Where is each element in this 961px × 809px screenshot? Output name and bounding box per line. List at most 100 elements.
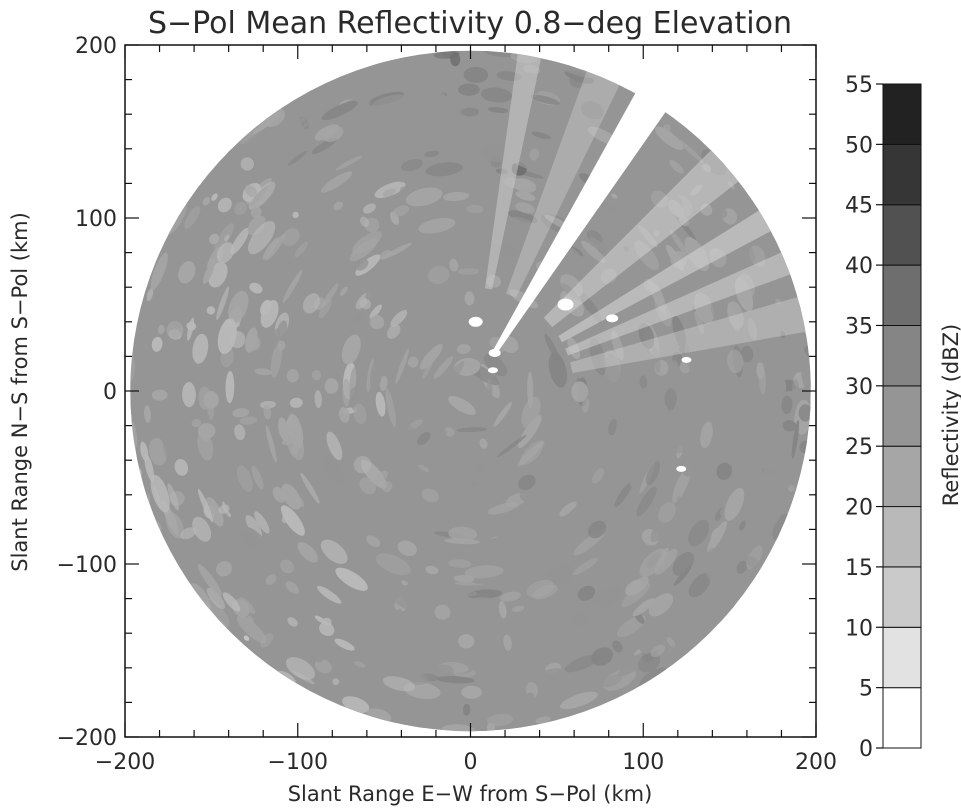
reflectivity-patch	[513, 137, 522, 153]
colorbar-segment	[882, 506, 922, 568]
reflectivity-patch	[311, 370, 322, 381]
reflectivity-patch	[418, 464, 430, 473]
reflectivity-patch	[479, 438, 488, 449]
reflectivity-patch	[385, 388, 397, 428]
reflectivity-patch	[463, 604, 502, 611]
reflectivity-patch	[629, 472, 643, 488]
reflectivity-patch	[214, 223, 234, 253]
reflectivity-patch	[225, 370, 235, 404]
reflectivity-patch	[334, 638, 355, 651]
reflectivity-patch	[392, 205, 410, 217]
reflectivity-patch	[265, 425, 277, 463]
reflectivity-patch	[180, 527, 196, 540]
reflectivity-patch	[706, 549, 732, 581]
reflectivity-patch	[614, 216, 627, 230]
reflectivity-patch	[315, 646, 328, 663]
reflectivity-patch	[236, 615, 267, 644]
colorbar-tick-label: 15	[845, 556, 873, 581]
reflectivity-patch	[216, 242, 235, 264]
reflectivity-patch	[354, 661, 366, 668]
clutter-streak	[558, 207, 776, 343]
reflectivity-patch	[403, 80, 425, 95]
reflectivity-patch	[151, 336, 163, 352]
reflectivity-patch	[335, 567, 368, 591]
reflectivity-patch	[473, 172, 504, 179]
reflectivity-patch	[518, 474, 536, 491]
reflectivity-patch	[707, 520, 728, 553]
colorbar-tick-label: 25	[845, 435, 873, 460]
reflectivity-patch	[206, 587, 226, 610]
reflectivity-patch	[565, 505, 581, 519]
colorbar-tick-label: 0	[859, 737, 873, 762]
reflectivity-patch	[297, 131, 308, 141]
reflectivity-patch	[434, 604, 451, 620]
reflectivity-patch	[395, 348, 409, 384]
reflectivity-patch	[239, 416, 258, 425]
reflectivity-patch	[243, 635, 250, 641]
reflectivity-patch	[434, 664, 454, 677]
reflectivity-patch	[382, 676, 416, 692]
reflectivity-patch	[441, 724, 476, 732]
reflectivity-patch	[151, 389, 168, 401]
reflectivity-patch	[755, 294, 767, 323]
reflectivity-patch	[529, 148, 540, 161]
reflectivity-patch	[285, 581, 300, 594]
reflectivity-patch	[774, 505, 783, 525]
reflectivity-patch	[710, 296, 729, 327]
reflectivity-patch	[399, 186, 408, 195]
reflectivity-patch	[286, 369, 299, 383]
reflectivity-patch	[251, 465, 264, 490]
reflectivity-patch	[240, 530, 257, 550]
reflectivity-patch	[497, 434, 527, 458]
reflectivity-patch	[234, 202, 247, 215]
reflectivity-patch	[425, 413, 447, 435]
reflectivity-patch	[515, 191, 536, 201]
reflectivity-patch	[234, 424, 246, 441]
reflectivity-patch	[460, 107, 479, 117]
reflectivity-patch	[625, 579, 643, 596]
reflectivity-patch	[494, 646, 522, 657]
reflectivity-patch	[711, 527, 720, 540]
reflectivity-patch	[456, 343, 471, 355]
reflectivity-patch	[249, 185, 269, 207]
reflectivity-patch	[405, 554, 442, 567]
reflectivity-patch	[791, 419, 800, 459]
reflectivity-patch	[589, 337, 607, 376]
reflectivity-patch	[461, 685, 482, 699]
reflectivity-patch	[648, 593, 674, 617]
reflectivity-patch	[637, 652, 661, 673]
reflectivity-patch	[581, 101, 604, 120]
reflectivity-patch	[338, 407, 350, 423]
colorbar-segment	[882, 626, 922, 689]
reflectivity-patch	[788, 485, 796, 492]
no-echo-spot	[681, 356, 692, 363]
reflectivity-patch	[638, 323, 655, 349]
reflectivity-patch	[514, 160, 548, 172]
reflectivity-patch	[541, 688, 560, 699]
reflectivity-patch	[518, 630, 534, 639]
reflectivity-patch	[206, 497, 224, 527]
reflectivity-patch	[191, 419, 202, 428]
reflectivity-patch	[269, 328, 281, 351]
reflectivity-patch	[449, 258, 459, 272]
reflectivity-patch	[400, 576, 430, 587]
reflectivity-patch	[632, 598, 655, 617]
reflectivity-patch	[564, 654, 601, 673]
reflectivity-patch	[492, 695, 505, 707]
reflectivity-patch	[532, 584, 558, 600]
reflectivity-patch	[317, 585, 342, 604]
no-echo-spot	[488, 348, 501, 357]
reflectivity-patch	[192, 516, 212, 542]
reflectivity-patch	[249, 282, 263, 294]
reflectivity-patch	[608, 419, 618, 436]
reflectivity-patch	[458, 83, 480, 96]
reflectivity-patch	[395, 384, 413, 396]
reflectivity-patch	[247, 615, 254, 623]
no-echo-spot	[676, 465, 687, 472]
reflectivity-patch	[470, 323, 487, 337]
reflectivity-patch	[658, 502, 676, 523]
reflectivity-patch	[287, 617, 298, 627]
reflectivity-patch	[747, 317, 758, 341]
reflectivity-patch	[433, 356, 454, 379]
reflectivity-patch	[375, 553, 411, 576]
